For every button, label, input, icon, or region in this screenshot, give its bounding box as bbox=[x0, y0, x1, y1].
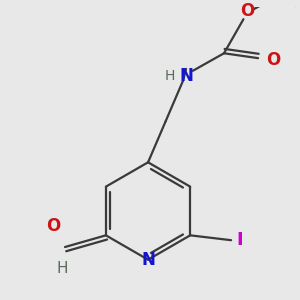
Text: O: O bbox=[46, 217, 60, 235]
Text: I: I bbox=[236, 231, 243, 249]
Text: N: N bbox=[141, 251, 155, 269]
Text: H: H bbox=[164, 69, 175, 83]
Text: O: O bbox=[240, 2, 254, 20]
Text: N: N bbox=[179, 67, 193, 85]
Text: H: H bbox=[56, 261, 68, 276]
Text: O: O bbox=[266, 51, 280, 69]
